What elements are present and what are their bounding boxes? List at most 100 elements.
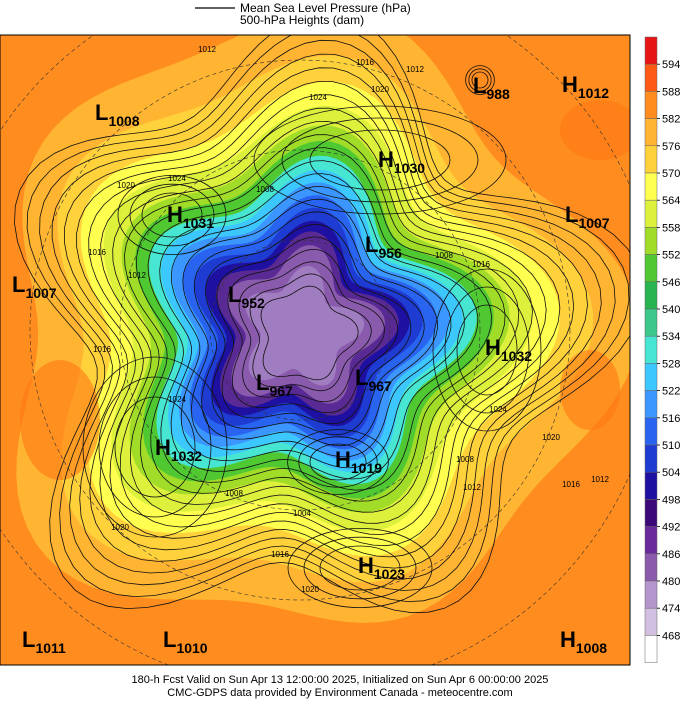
center-letter: H <box>155 435 171 460</box>
colorbar-swatch <box>644 499 658 527</box>
center-value: 1032 <box>171 448 202 464</box>
colorbar-label: 558 <box>662 222 680 234</box>
isobar <box>465 65 495 95</box>
footer-line1: 180-h Fcst Valid on Sun Apr 13 12:00:00 … <box>132 674 549 686</box>
pressure-center: H1019 <box>335 447 382 476</box>
center-letter: L <box>256 370 269 395</box>
contour-label: 1024 <box>168 174 186 183</box>
map-frame <box>0 34 631 666</box>
colorbar-label: 552 <box>662 250 680 262</box>
isobar <box>205 223 425 436</box>
isobar <box>124 134 520 513</box>
colorbar-label: 540 <box>662 304 680 316</box>
center-value: 1007 <box>25 285 56 301</box>
center-letter: L <box>565 202 578 227</box>
colorbar-label: 498 <box>662 494 680 506</box>
isobar <box>26 35 630 603</box>
center-value: 1030 <box>394 160 425 176</box>
contour-label: 1008 <box>456 455 474 464</box>
colorbar-swatch <box>644 145 658 174</box>
colorbar-swatch <box>644 417 658 446</box>
contour-label: 1016 <box>271 550 289 559</box>
pressure-center: L1007 <box>12 272 57 301</box>
center-value: 988 <box>486 86 510 102</box>
isobar <box>253 105 507 215</box>
center-value: 1008 <box>108 113 139 129</box>
isobar <box>39 39 616 591</box>
isobar <box>193 211 438 447</box>
isobar <box>76 81 575 558</box>
center-value: 1031 <box>183 215 214 231</box>
contour-label: 1024 <box>168 395 186 404</box>
colorbar-swatch <box>644 607 658 636</box>
pressure-center: L1007 <box>565 202 610 231</box>
isobar <box>298 436 378 488</box>
colorbar-swatch <box>644 308 658 337</box>
colorbar-swatch <box>644 63 658 92</box>
isobar <box>129 183 215 247</box>
center-value: 952 <box>241 295 265 311</box>
height-field <box>560 100 630 160</box>
colorbar-swatch <box>644 390 658 419</box>
pressure-center: L956 <box>365 232 402 261</box>
colorbar-swatch <box>644 471 658 500</box>
pressure-center: H1031 <box>167 202 214 231</box>
colorbar-label: 522 <box>662 386 680 398</box>
center-value: 967 <box>368 378 392 394</box>
contour-label: 1016 <box>93 345 111 354</box>
contour-label: 1016 <box>472 260 490 269</box>
pressure-center: L1010 <box>163 627 208 656</box>
pressure-center: L952 <box>228 282 265 311</box>
center-letter: L <box>22 627 35 652</box>
center-letter: H <box>562 72 578 97</box>
center-value: 967 <box>269 383 293 399</box>
colorbar-swatch <box>644 553 658 582</box>
colorbar-label: 492 <box>662 522 680 534</box>
contour-label: 1012 <box>406 65 424 74</box>
isobar <box>309 443 367 481</box>
isobar <box>281 117 479 203</box>
pressure-center: L1008 <box>95 100 140 129</box>
latitude-circle <box>119 149 481 511</box>
legend-pressure: Mean Sea Level Pressure (hPa) <box>240 1 411 15</box>
colorbar-swatch <box>644 444 658 473</box>
isobar <box>309 129 451 191</box>
center-value: 1012 <box>578 85 609 101</box>
contour-label: 1004 <box>293 509 311 518</box>
colorbar-label: 468 <box>662 630 680 642</box>
colorbar-swatch <box>644 580 658 609</box>
isobar <box>216 236 412 425</box>
colorbar-label: 528 <box>662 358 680 370</box>
contour-label: 1008 <box>435 251 453 260</box>
center-letter: L <box>12 272 25 297</box>
center-value: 1008 <box>576 640 607 656</box>
isobar <box>468 68 492 92</box>
contour-label: 1020 <box>301 585 319 594</box>
map: 1012 1016 1012 1020 1024 1020 1024 1008 1016 1012… <box>0 35 630 665</box>
center-value: 1007 <box>578 215 609 231</box>
isobar <box>135 147 506 502</box>
footer-line2: CMC-GDPS data provided by Environment Ca… <box>167 687 512 699</box>
isobar <box>88 94 561 547</box>
colorbar-label: 486 <box>662 549 680 561</box>
contour-label: 1024 <box>309 93 327 102</box>
contour-label: 1020 <box>371 85 389 94</box>
center-letter: H <box>167 202 183 227</box>
isobar <box>100 107 547 535</box>
colorbar-label: 474 <box>662 603 680 615</box>
pressure-center: H1012 <box>562 72 609 101</box>
isobar <box>14 35 630 614</box>
isobar <box>287 429 389 495</box>
contour-label: 1016 <box>562 480 580 489</box>
pressure-center: H1032 <box>155 435 202 464</box>
colorbar-label: 516 <box>662 413 680 425</box>
isobar <box>170 185 465 469</box>
isobar <box>238 261 385 403</box>
pressure-center: H1030 <box>378 147 425 176</box>
pressure-center: L1011 <box>22 627 66 656</box>
center-letter: H <box>560 627 576 652</box>
contour-label: 1012 <box>591 475 609 484</box>
center-value: 1032 <box>501 348 532 364</box>
colorbar: 594 588 582 576 570 564 558 552 546 540 534 528 522 5… <box>644 36 680 663</box>
height-field <box>245 265 365 386</box>
